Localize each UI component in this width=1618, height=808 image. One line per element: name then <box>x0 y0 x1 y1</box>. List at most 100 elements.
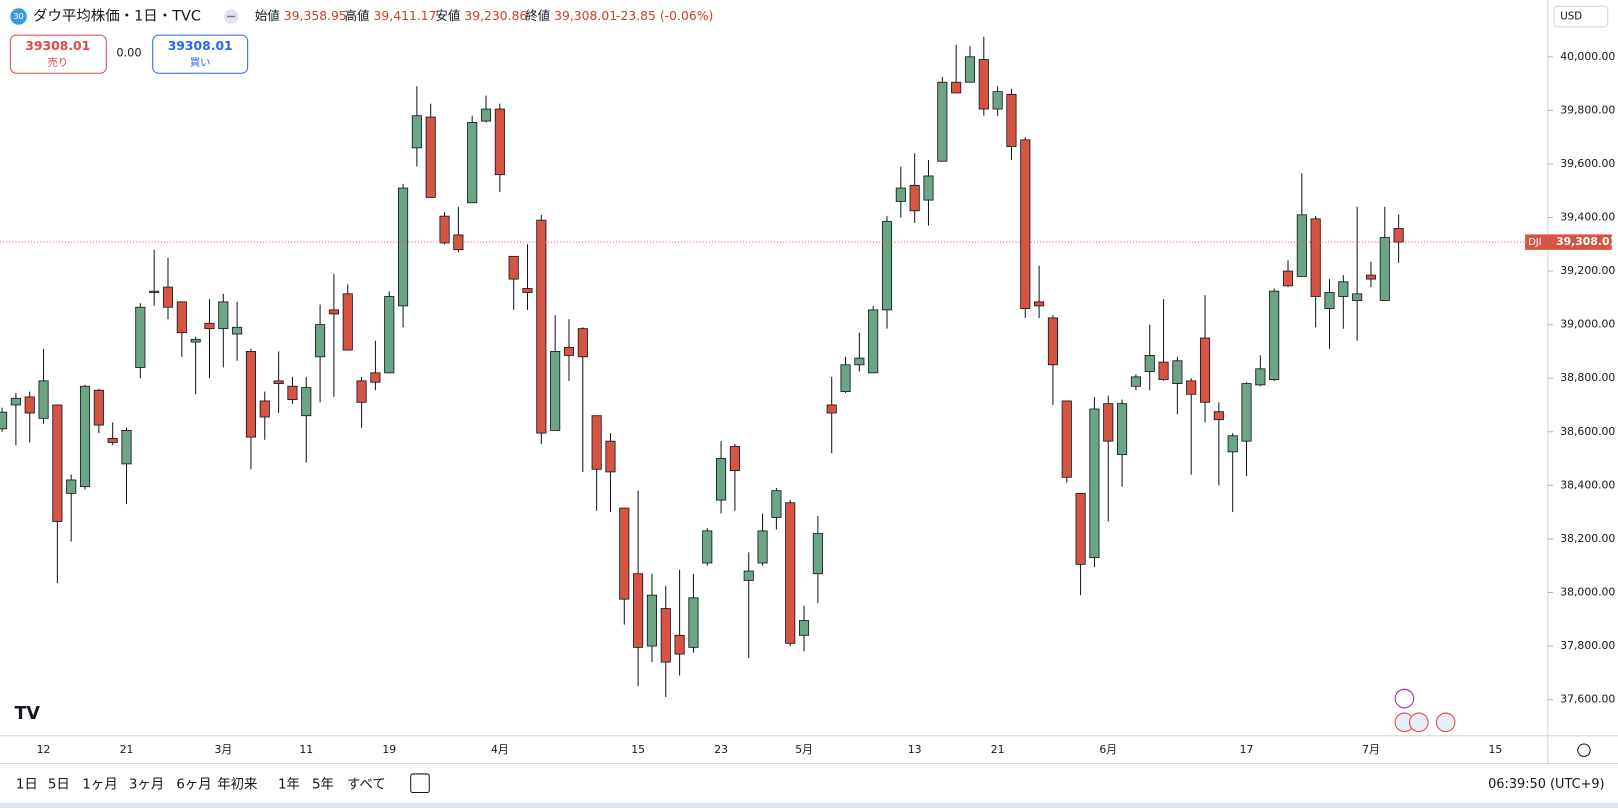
candle-body <box>480 108 492 122</box>
candle-body <box>895 187 906 202</box>
candle-body <box>135 306 146 368</box>
candle-body <box>494 108 505 176</box>
candle-body <box>1034 301 1045 307</box>
candle-body <box>536 219 547 434</box>
buy-button[interactable] <box>152 34 249 74</box>
range-button[interactable]: 1ヶ月 <box>82 777 117 792</box>
candle-body <box>854 357 865 366</box>
candle-body <box>190 338 201 343</box>
candle-body <box>287 385 298 401</box>
ohlc-label: 終値 <box>525 8 550 23</box>
candle-body <box>273 380 284 384</box>
range-button[interactable]: すべて <box>347 776 386 792</box>
candle-body <box>688 597 699 648</box>
range-button[interactable]: 5日 <box>48 777 70 792</box>
symbol-title: ダウ平均株価・1日・TVC <box>33 8 201 25</box>
y-tick-label: 39,200.00 <box>1560 264 1615 277</box>
candle-body <box>992 91 1003 110</box>
buy-label: 買い <box>190 57 211 69</box>
candle-body <box>674 634 685 655</box>
candle-body <box>315 324 326 358</box>
clock: 06:39:50 (UTC+9) <box>1488 777 1604 792</box>
candle-body <box>1144 355 1155 372</box>
candle-body <box>1075 492 1086 565</box>
candle-body <box>259 400 270 418</box>
candle-body <box>1379 237 1390 301</box>
candle-body <box>149 290 160 293</box>
candle-body <box>646 594 658 647</box>
candle-body <box>1061 400 1072 478</box>
candle-body <box>1006 93 1017 147</box>
candle-body <box>10 397 21 406</box>
candle-body <box>1117 403 1128 455</box>
candle-body <box>1158 361 1169 380</box>
candle-body <box>881 221 893 311</box>
range-button[interactable]: 1年 <box>278 776 300 792</box>
candle-body <box>771 490 782 518</box>
candle-body <box>812 533 823 575</box>
candle-body <box>1089 408 1100 559</box>
range-button[interactable]: 6ヶ月 <box>176 777 211 792</box>
last-price-symbol: DJI <box>1528 237 1541 248</box>
candle-body <box>909 184 920 212</box>
settings-icon[interactable] <box>1577 743 1591 757</box>
sell-button[interactable] <box>9 34 107 74</box>
x-tick-label: 23 <box>714 743 728 756</box>
y-tick-label: 38,200.00 <box>1560 532 1615 545</box>
candle-body <box>328 309 339 315</box>
candle-body <box>1199 337 1211 403</box>
candle-body <box>93 389 104 426</box>
currency: USD <box>1560 11 1582 23</box>
sell-price: 39308.01 <box>25 39 90 53</box>
candle-body <box>660 608 671 663</box>
candle-body <box>522 288 533 293</box>
range-button[interactable]: 3ヶ月 <box>129 777 164 792</box>
candle-body <box>978 59 989 110</box>
candle-body <box>52 404 63 522</box>
range-button[interactable]: 1日 <box>16 777 38 792</box>
candle-body <box>702 530 713 564</box>
event-marker[interactable] <box>1409 712 1429 733</box>
x-tick-label: 21 <box>120 743 134 756</box>
candle-body <box>1047 317 1058 366</box>
candle-body <box>121 430 132 465</box>
candle-body <box>1172 360 1183 384</box>
x-tick-label: 6月 <box>1099 743 1117 756</box>
candle-body <box>1393 228 1404 243</box>
x-tick-label: 13 <box>908 743 922 756</box>
candle-body <box>826 404 837 414</box>
range-button[interactable]: 年初来 <box>217 776 257 792</box>
x-tick-label: 19 <box>382 743 396 756</box>
candle-body <box>1365 274 1377 280</box>
x-tick-label: 7月 <box>1362 743 1380 756</box>
y-tick-label: 38,800.00 <box>1560 371 1615 384</box>
y-tick-label: 38,400.00 <box>1560 478 1615 491</box>
candle-body <box>1255 368 1266 386</box>
y-tick-label: 39,400.00 <box>1560 210 1615 223</box>
candle-body <box>301 387 312 417</box>
date-range-icon[interactable] <box>410 773 430 794</box>
candle-body <box>743 570 754 581</box>
event-marker[interactable] <box>1435 712 1456 733</box>
last-price-label: 39,308.01 <box>1556 235 1617 248</box>
candle-body <box>591 415 602 470</box>
change: -23.85 (-0.06%) <box>616 9 713 23</box>
symbol-badge <box>10 8 27 25</box>
event-marker[interactable] <box>1394 688 1415 709</box>
range-button[interactable]: 5年 <box>312 776 334 792</box>
event-markers <box>1394 56 1553 733</box>
currency-select[interactable] <box>1553 5 1609 28</box>
candle-body <box>1352 293 1363 301</box>
candle-body <box>716 458 727 501</box>
x-tick-label: 5月 <box>795 743 813 756</box>
candle-body <box>633 573 644 648</box>
candle-body <box>1324 292 1335 309</box>
candle-body <box>1227 435 1238 453</box>
x-tick-label: 12 <box>37 743 51 756</box>
candle-body <box>1241 383 1252 442</box>
ohlc-value: 39,230.86 <box>464 9 527 23</box>
candle-body <box>0 411 8 430</box>
candle-body <box>798 620 810 636</box>
x-tick-label: 4月 <box>491 743 509 756</box>
